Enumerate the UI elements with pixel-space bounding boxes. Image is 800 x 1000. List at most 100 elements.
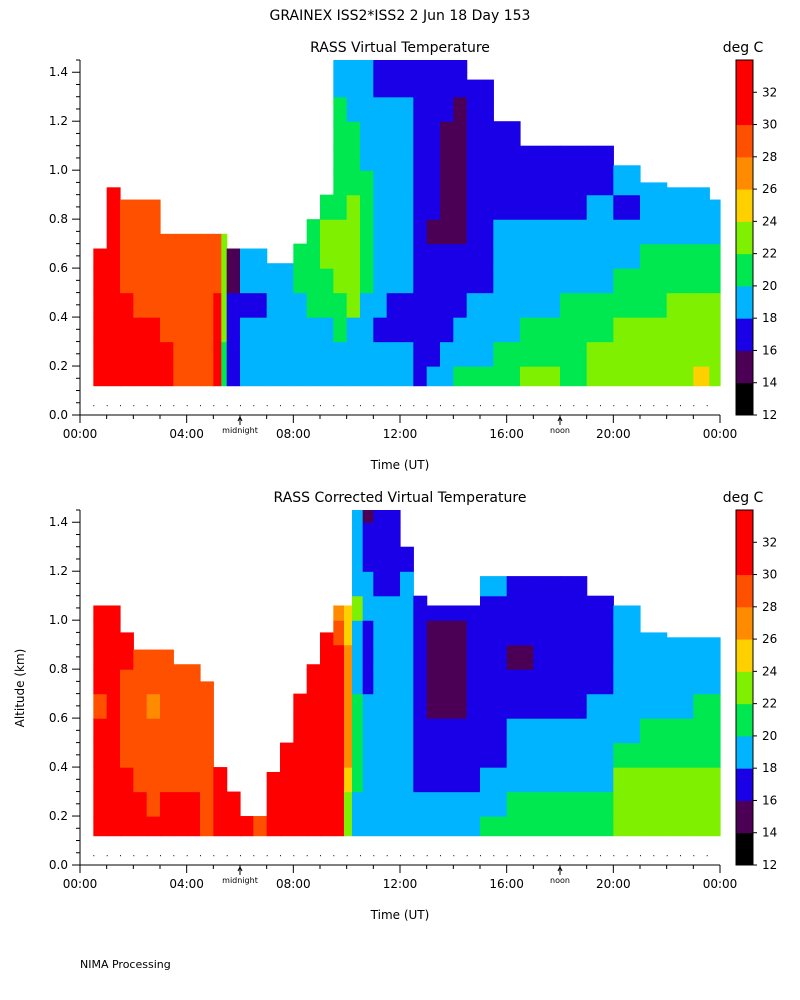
temperature-cell [426,816,468,837]
temperature-cell [120,632,134,646]
temperature-cell [546,366,561,387]
y-tick-label: 1.2 [49,114,68,128]
temperature-cell [320,219,334,245]
temperature-cell [344,767,353,793]
temperature-cell [293,767,308,793]
temperature-cell [453,243,468,269]
temperature-cell [506,620,534,646]
temperature-cell [613,669,641,695]
temperature-cell [200,341,214,367]
temperature-cell [93,669,108,695]
temperature-cell [346,268,361,294]
gate-dot [533,405,535,407]
temperature-cell [693,644,721,670]
temperature-cell [333,72,348,98]
temperature-cell [226,268,241,294]
gate-dot [413,405,415,407]
gate-dot [493,405,495,407]
temperature-cell [426,620,468,646]
temperature-cell [586,791,614,817]
temperature-cell [352,669,364,695]
temperature-cell [709,341,721,367]
plot-area [93,60,721,407]
colorbar-label: deg C [723,40,764,56]
temperature-cell [293,742,308,768]
temperature-cell [373,170,388,196]
gate-dot [120,405,121,407]
temperature-cell [520,145,548,171]
gate-dot [186,405,188,407]
temperature-cell [666,341,694,367]
temperature-cell [426,170,441,196]
temperature-cell [200,366,214,387]
temperature-cell [533,767,561,793]
temperature-cell [640,767,668,793]
gate-dot [600,855,601,857]
temperature-cell [226,366,241,387]
gate-dot [173,405,175,407]
temperature-cell [613,366,641,387]
temperature-cell [93,791,108,817]
temperature-cell [586,595,614,621]
temperature-cell [333,341,348,367]
temperature-cell [186,767,201,793]
temperature-cell [693,194,710,220]
plot-area [93,510,721,857]
temperature-cell [320,644,334,670]
temperature-cell [666,742,694,768]
x-tick-label: 16:00 [489,877,524,891]
temperature-cell [666,317,694,343]
colorbar-swatch [736,574,753,608]
y-tick-label: 0.0 [49,408,68,422]
gate-dot [440,405,441,407]
temperature-cell [173,366,201,387]
temperature-cell [133,199,161,220]
temperature-cell [360,292,374,318]
temperature-cell [466,79,494,98]
temperature-cell [426,60,441,73]
temperature-cell [426,243,441,269]
temperature-cell [693,187,710,196]
gate-dot [386,405,388,407]
x-tick-label: 12:00 [383,877,418,891]
gate-dot [453,405,455,407]
temperature-cell [160,233,174,245]
temperature-cell [120,767,134,793]
temperature-cell [362,522,374,548]
temperature-cell [120,219,134,245]
temperature-cell [186,791,201,817]
colorbar-swatch [736,253,753,287]
temperature-cell [333,60,348,73]
x-axis-label: Time (UT) [370,908,430,922]
x-axis-label: Time (UT) [370,458,430,472]
temperature-cell [586,693,614,719]
temperature-cell [413,816,428,837]
temperature-cell [373,644,401,670]
temperature-cell [160,292,174,318]
temperature-cell [560,219,588,245]
temperature-cell [344,718,353,744]
temperature-cell [106,366,121,387]
gate-dot [706,405,708,407]
gate-dot [493,855,495,857]
temperature-cell [106,816,121,837]
temperature-cell [120,718,134,744]
temperature-cell [466,366,494,387]
x-tick-label: 04:00 [169,877,204,891]
temperature-cell [373,60,388,73]
temperature-cell [221,292,228,318]
gate-dot [653,855,655,857]
temperature-cell [160,767,174,793]
temperature-cell [333,620,345,646]
x-axis: 00:00 04:00 08:00 12:00 16:00 20:00 00:00 midni… [63,414,737,441]
temperature-cell [146,816,161,837]
temperature-cell [266,341,294,367]
temperature-cell [413,742,428,768]
temperature-cell [133,649,148,670]
gate-dot [373,405,375,407]
y-tick-label: 0.6 [49,261,68,275]
temperature-cell [466,791,481,817]
panel-title: RASS Virtual Temperature [310,40,490,56]
temperature-cell [586,644,614,670]
temperature-cell [466,96,494,122]
